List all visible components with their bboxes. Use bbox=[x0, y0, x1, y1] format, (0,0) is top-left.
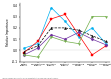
Class 4 bbox=[37, 48, 38, 49]
Class 1 bbox=[78, 36, 79, 37]
Class 3 bbox=[105, 41, 106, 42]
Class 1 bbox=[37, 43, 38, 44]
Class 5 bbox=[51, 36, 52, 37]
Class 1 bbox=[91, 27, 93, 28]
Class 5 bbox=[23, 54, 25, 55]
Class 3 bbox=[91, 35, 93, 36]
Y-axis label: Relative Importance: Relative Importance bbox=[6, 18, 10, 46]
Class 3 bbox=[23, 51, 25, 52]
Class 4 bbox=[51, 34, 52, 35]
Class 5 bbox=[64, 41, 66, 42]
Class 3 bbox=[37, 45, 38, 46]
Class 5 bbox=[78, 43, 79, 44]
Text: * Black dashed line indicates overall expectation; colored lines indicate classe: * Black dashed line indicates overall ex… bbox=[2, 77, 59, 79]
Class 4 bbox=[78, 32, 79, 33]
Class 1 bbox=[23, 48, 25, 49]
Class 2 bbox=[64, 14, 66, 15]
Class 1 bbox=[51, 7, 52, 8]
Class 4 bbox=[91, 39, 93, 40]
Class 4 bbox=[23, 54, 25, 55]
Class 3 bbox=[51, 27, 52, 28]
Class 2 bbox=[105, 45, 106, 46]
Class 4 bbox=[105, 44, 106, 45]
Class 3 bbox=[78, 30, 79, 31]
Line: Class 2: Class 2 bbox=[23, 13, 107, 56]
Line: Class 4: Class 4 bbox=[23, 31, 107, 56]
Class 1 bbox=[64, 21, 66, 22]
Class 5 bbox=[105, 16, 106, 17]
Class 2 bbox=[51, 18, 52, 19]
Line: Class 3: Class 3 bbox=[23, 27, 107, 53]
Line: Class 1: Class 1 bbox=[23, 7, 107, 49]
Class 1 bbox=[105, 43, 106, 44]
Class 2 bbox=[78, 34, 79, 35]
Class 2 bbox=[37, 41, 38, 42]
Class 3 bbox=[64, 27, 66, 28]
Class 2 bbox=[23, 52, 25, 53]
Class 5 bbox=[91, 16, 93, 17]
Class 5 bbox=[37, 57, 38, 58]
Line: Class 5: Class 5 bbox=[23, 16, 107, 58]
Class 4 bbox=[64, 39, 66, 40]
Class 2 bbox=[91, 54, 93, 55]
